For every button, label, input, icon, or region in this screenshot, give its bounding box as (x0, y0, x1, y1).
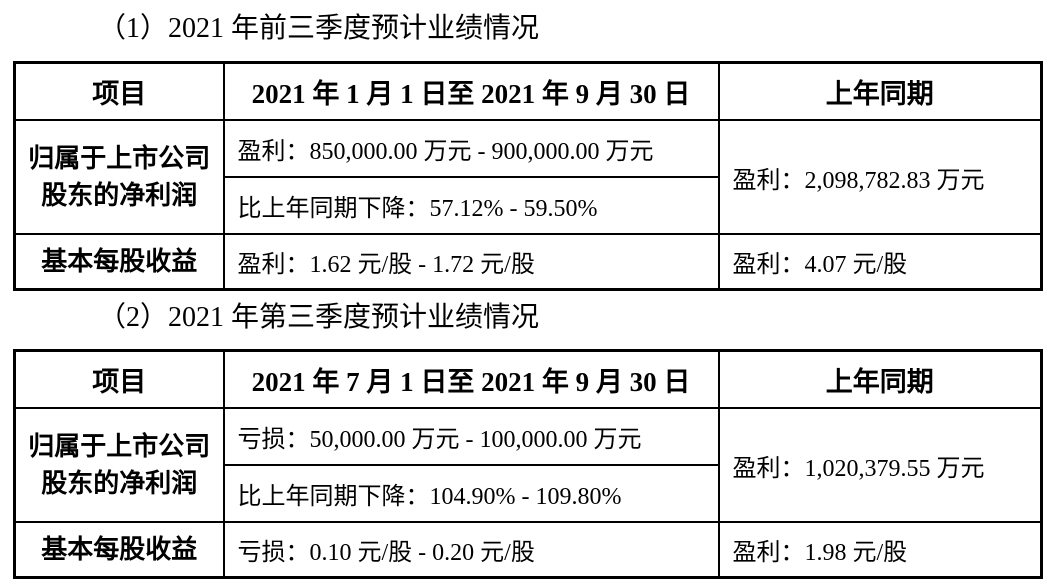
row-label-net-profit: 归属于上市公司 股东的净利润 (13, 407, 225, 523)
net-profit-yoy-cell: 比上年同期下降：104.90% - 109.80% (222, 464, 720, 523)
performance-table-q1-q3: 项目 2021 年 1 月 1 日至 2021 年 9 月 30 日 上年同期 … (13, 61, 1043, 291)
section-heading-q1-q3: （1）2021 年前三季度预计业绩情况 (98, 13, 540, 44)
net-profit-yoy-row: 比上年同期下降：57.12% - 59.50% (15, 176, 1042, 235)
col-header-period: 2021 年 1 月 1 日至 2021 年 9 月 30 日 (222, 61, 720, 121)
eps-row: 基本每股收益 亏损：0.10 元/股 - 0.20 元/股 盈利：1.98 元/… (13, 521, 1043, 579)
row-label-net-profit-line2: 股东的净利润 (41, 469, 198, 498)
eps-range-cell: 盈利：1.62 元/股 - 1.72 元/股 (222, 233, 720, 291)
row-label-net-profit-line2: 股东的净利润 (41, 181, 198, 210)
col-header-item: 项目 (13, 61, 225, 121)
net-profit-row: 归属于上市公司 股东的净利润 盈利：850,000.00 万元 - 900,00… (13, 119, 1043, 235)
eps-prior-year-cell: 盈利：1.98 元/股 (717, 521, 1043, 579)
net-profit-range-cell: 盈利：850,000.00 万元 - 900,000.00 万元 (222, 119, 720, 178)
net-profit-row: 归属于上市公司 股东的净利润 亏损：50,000.00 万元 - 100,000… (13, 407, 1043, 523)
net-profit-prior-year-cell: 盈利：1,020,379.55 万元 (717, 407, 1043, 523)
row-label-eps: 基本每股收益 (13, 233, 225, 291)
row-label-net-profit: 归属于上市公司 股东的净利润 (13, 119, 225, 235)
net-profit-yoy-row: 比上年同期下降：104.90% - 109.80% (15, 464, 1042, 523)
eps-range-cell: 亏损：0.10 元/股 - 0.20 元/股 (222, 521, 720, 579)
col-header-period: 2021 年 7 月 1 日至 2021 年 9 月 30 日 (222, 349, 720, 409)
net-profit-range-cell: 亏损：50,000.00 万元 - 100,000.00 万元 (222, 407, 720, 466)
table-header-row: 项目 2021 年 1 月 1 日至 2021 年 9 月 30 日 上年同期 (13, 61, 1043, 121)
col-header-prior-year: 上年同期 (717, 61, 1043, 121)
eps-prior-year-cell: 盈利：4.07 元/股 (717, 233, 1043, 291)
net-profit-prior-year-cell: 盈利：2,098,782.83 万元 (717, 119, 1043, 235)
performance-table-q3: 项目 2021 年 7 月 1 日至 2021 年 9 月 30 日 上年同期 … (13, 349, 1043, 579)
row-label-net-profit-line1: 归属于上市公司 (28, 144, 211, 173)
row-label-net-profit-line1: 归属于上市公司 (28, 432, 211, 461)
net-profit-yoy-cell: 比上年同期下降：57.12% - 59.50% (222, 176, 720, 235)
col-header-prior-year: 上年同期 (717, 349, 1043, 409)
row-label-eps: 基本每股收益 (13, 521, 225, 579)
eps-row: 基本每股收益 盈利：1.62 元/股 - 1.72 元/股 盈利：4.07 元/… (13, 233, 1043, 291)
col-header-item: 项目 (13, 349, 225, 409)
table-header-row: 项目 2021 年 7 月 1 日至 2021 年 9 月 30 日 上年同期 (13, 349, 1043, 409)
section-heading-q3: （2）2021 年第三季度预计业绩情况 (98, 302, 540, 333)
